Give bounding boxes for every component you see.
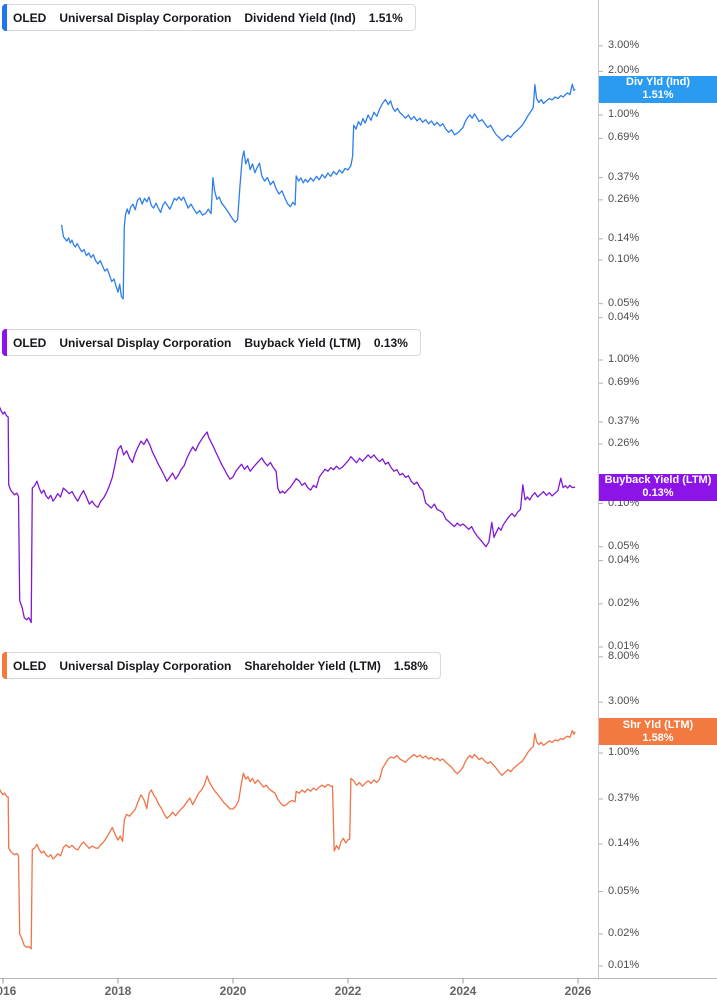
last-value-badge-div-yld: Div Yld (Ind) 1.51% (599, 75, 717, 103)
badge-label: Div Yld (Ind) (626, 76, 690, 89)
badge-label: Buyback Yield (LTM) (604, 474, 712, 487)
metric-name: Dividend Yield (Ind) (244, 10, 356, 25)
ticker-label: OLED (13, 658, 47, 673)
series-color-bar (2, 329, 7, 356)
y-axis-tick-label: 0.05% (608, 539, 640, 552)
y-axis-tick-label: 0.37% (608, 170, 640, 183)
company-name: Universal Display Corporation (59, 10, 232, 25)
ticker-label: OLED (13, 335, 47, 350)
y-axis-tick-label: 0.02% (608, 596, 640, 609)
y-axis-tick-label: 1.00% (608, 108, 640, 120)
y-axis-tick-label: 0.05% (608, 296, 640, 309)
series-line (60, 83, 576, 300)
y-axis-tick-label: 0.14% (608, 231, 640, 244)
x-axis-tick-label: 2016 (0, 984, 17, 998)
metric-value: 0.13% (373, 335, 408, 350)
badge-label: Shr Yld (LTM) (622, 718, 694, 731)
x-axis-tick-label: 2026 (564, 984, 592, 998)
y-axis-tick-label: 3.00% (608, 695, 640, 708)
badge-value: 1.58% (642, 731, 674, 744)
x-axis-tick-label: 2020 (219, 984, 247, 998)
y-axis-tick-label: 3.00% (608, 38, 640, 51)
metric-value: 1.58% (393, 658, 428, 673)
y-axis-tick-label: 0.01% (608, 640, 640, 652)
metric-name: Shareholder Yield (LTM) (244, 658, 381, 673)
x-axis-tick-label: 2024 (449, 984, 477, 998)
series-line (0, 730, 576, 950)
y-axis-tick-label: 0.02% (608, 926, 640, 939)
y-axis-tick-label: 1.00% (608, 353, 640, 365)
badge-value: 1.51% (642, 89, 674, 102)
metric-value: 1.51% (368, 10, 403, 25)
ticker-label: OLED (13, 10, 47, 25)
y-axis-tick-label: 0.37% (608, 791, 640, 804)
y-axis-tick-label: 0.69% (608, 131, 640, 144)
y-axis-tick-label: 2.00% (608, 64, 640, 77)
y-axis-tick-label: 0.04% (608, 553, 640, 566)
y-axis-tick-label: 0.26% (608, 192, 640, 205)
y-axis-tick-label: 0.05% (608, 884, 640, 897)
y-axis-tick-label: 1.00% (608, 746, 640, 758)
company-name: Universal Display Corporation (59, 335, 232, 350)
badge-value: 0.13% (642, 487, 674, 500)
legend-box-shareholder-yield[interactable]: OLED Universal Display Corporation Share… (2, 652, 441, 679)
series-line (0, 406, 576, 624)
y-axis-tick-label: 0.26% (608, 436, 640, 449)
y-axis-tick-label: 0.10% (608, 253, 640, 265)
series-color-bar (2, 652, 7, 679)
x-axis-tick-label: 2022 (334, 984, 362, 998)
y-axis-tick-label: 0.69% (608, 376, 640, 389)
y-axis-tick-label: 0.14% (608, 836, 640, 849)
y-axis-tick-label: 0.37% (608, 414, 640, 427)
company-name: Universal Display Corporation (59, 658, 232, 673)
metric-name: Buyback Yield (LTM) (244, 335, 361, 350)
series-color-bar (2, 4, 7, 31)
y-axis-tick-label: 8.00% (608, 649, 640, 662)
legend-box-buyback-yield[interactable]: OLED Universal Display Corporation Buyba… (2, 329, 421, 356)
x-axis-tick-label: 2018 (104, 984, 132, 998)
legend-box-dividend-yield[interactable]: OLED Universal Display Corporation Divid… (2, 4, 416, 31)
last-value-badge-shr-yld: Shr Yld (LTM) 1.58% (599, 718, 717, 746)
last-value-badge-buyback-yld: Buyback Yield (LTM) 0.13% (599, 473, 717, 501)
y-axis-tick-label: 0.01% (608, 959, 640, 971)
y-axis-tick-label: 0.04% (608, 310, 640, 323)
